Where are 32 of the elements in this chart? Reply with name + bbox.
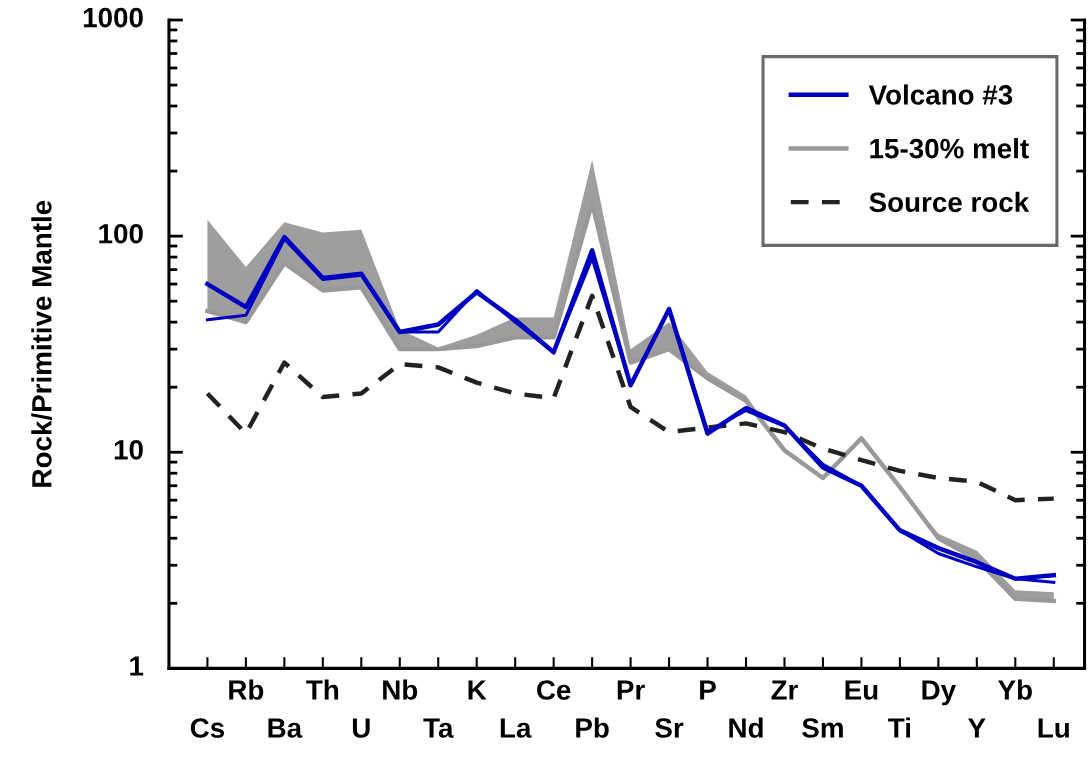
x-tick-label: K — [468, 680, 487, 700]
legend-label: Source rock — [869, 191, 1030, 213]
y-tick-label: 1 — [130, 656, 144, 676]
x-tick-label: Nb — [383, 679, 418, 700]
x-tick-label: Y — [968, 718, 986, 738]
x-tick-label: Lu — [1038, 718, 1069, 738]
x-tick-label: U — [352, 718, 370, 738]
x-tick-label: Ba — [268, 718, 303, 738]
y-tick-label: 1000 — [83, 7, 143, 28]
x-tick-label: La — [500, 718, 532, 738]
x-tick-label: Dy — [922, 680, 956, 706]
x-tick-label: Zr — [771, 680, 798, 700]
legend-label: Volcano #3 — [868, 84, 1013, 105]
x-tick-label: Ce — [537, 680, 571, 700]
y-axis-title: Rock/Primitive Mantle — [31, 200, 52, 487]
x-tick-label: Rb — [229, 679, 264, 700]
x-tick-label: P — [700, 680, 716, 700]
y-tick-label: 10 — [114, 440, 143, 460]
y-tick-label: 100 — [99, 223, 143, 244]
x-tick-label: Yb — [998, 679, 1032, 700]
x-tick-label: Pr — [617, 680, 645, 700]
x-tick-label: Nd — [729, 717, 763, 738]
x-tick-label: Pb — [576, 717, 609, 738]
x-tick-label: Cs — [190, 718, 225, 738]
x-tick-label: Sr — [655, 718, 684, 738]
x-tick-label: Ti — [888, 717, 911, 738]
x-tick-label: Sm — [802, 718, 843, 738]
legend-label: 15-30% melt — [870, 138, 1029, 159]
x-tick-label: Eu — [845, 680, 878, 700]
x-tick-label: Ta — [423, 718, 454, 738]
x-tick-label: Th — [306, 679, 339, 700]
line-series — [205, 293, 1056, 503]
